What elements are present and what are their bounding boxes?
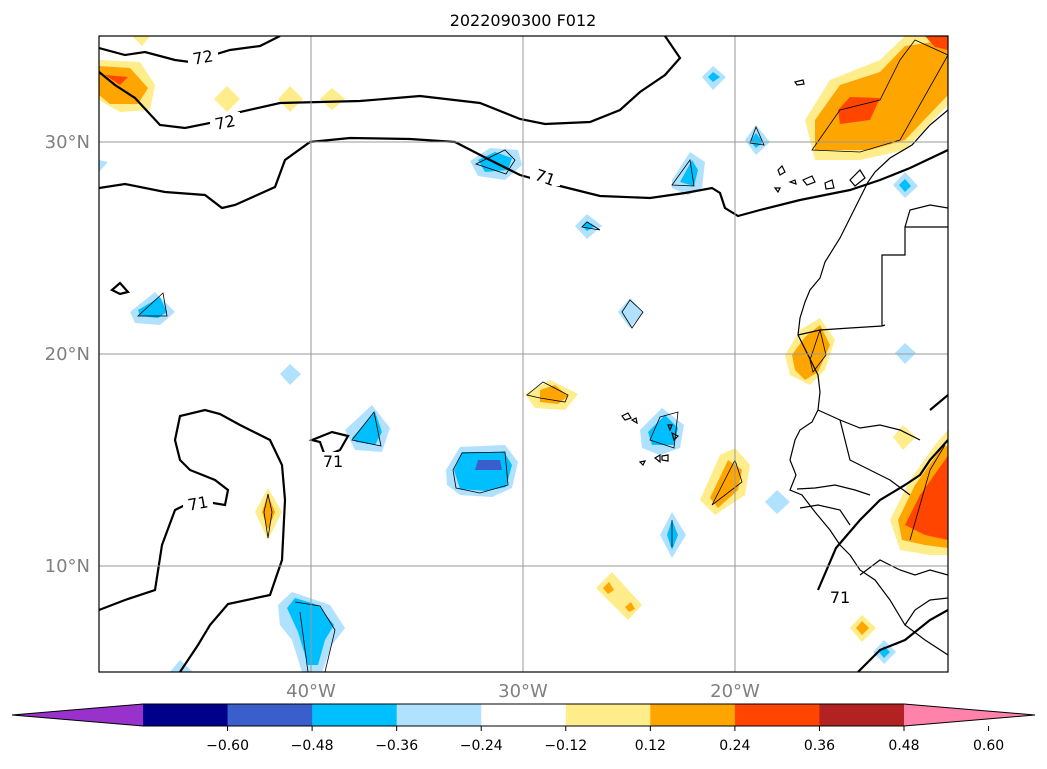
colorbar: −0.60 −0.48 −0.36 −0.24 −0.12 0.12 0.24 0.36 0.4…: [11, 703, 1036, 754]
colorbar-segment: [143, 704, 229, 726]
contour-label: 72: [191, 46, 214, 68]
colorbar-segment: [227, 704, 313, 726]
colorbar-segment: [565, 704, 651, 726]
graticule: [99, 36, 948, 672]
colorbar-tick-label: 0.60: [973, 738, 1004, 754]
colorbar-extend-high: [904, 704, 1035, 726]
islands: [621, 79, 866, 467]
contour-label: 71: [830, 588, 850, 607]
axis-labels: 30°N 20°N 10°N 40°W 30°W 20°W: [45, 132, 760, 702]
colorbar-segment: [819, 704, 905, 726]
colorbar-tick-label: 0.12: [635, 738, 666, 754]
contour-label: 71: [186, 492, 209, 514]
colorbar-tick-label: −0.12: [544, 738, 587, 754]
anomaly-contour-lines: [136, 39, 948, 672]
lat-label: 30°N: [45, 132, 90, 153]
height-contours: [99, 36, 948, 672]
contour-label: 71: [323, 452, 343, 471]
colorbar-tick-label: −0.36: [375, 738, 418, 754]
lon-label: 20°W: [710, 681, 760, 702]
contour-label: 72: [213, 111, 237, 134]
colorbar-segment: [481, 704, 567, 726]
colorbar-tick-label: −0.48: [291, 738, 334, 754]
colorbar-segment: [734, 704, 820, 726]
colorbar-tick-label: 0.48: [888, 738, 919, 754]
colorbar-tick-label: 0.36: [804, 738, 835, 754]
lat-label: 10°N: [45, 556, 90, 577]
colorbar-tick-label: 0.24: [719, 738, 750, 754]
colorbar-extend-low: [12, 704, 143, 726]
coastlines: [789, 109, 948, 656]
map-frame: [98, 35, 949, 673]
map-plot-area: 72 72 71 71 71 71: [99, 36, 948, 672]
colorbar-tick-label: −0.60: [206, 738, 249, 754]
lat-label: 20°N: [45, 344, 90, 365]
figure-title: 2022090300 F012: [450, 11, 597, 30]
colorbar-segment: [312, 704, 398, 726]
colorbar-segment: [396, 704, 482, 726]
lon-label: 30°W: [498, 681, 548, 702]
contour-label-group: 72 72 71 71 71 71: [183, 46, 855, 607]
colorbar-segment: [650, 704, 736, 726]
lon-label: 40°W: [286, 681, 336, 702]
colorbar-tick-label: −0.24: [460, 738, 503, 754]
